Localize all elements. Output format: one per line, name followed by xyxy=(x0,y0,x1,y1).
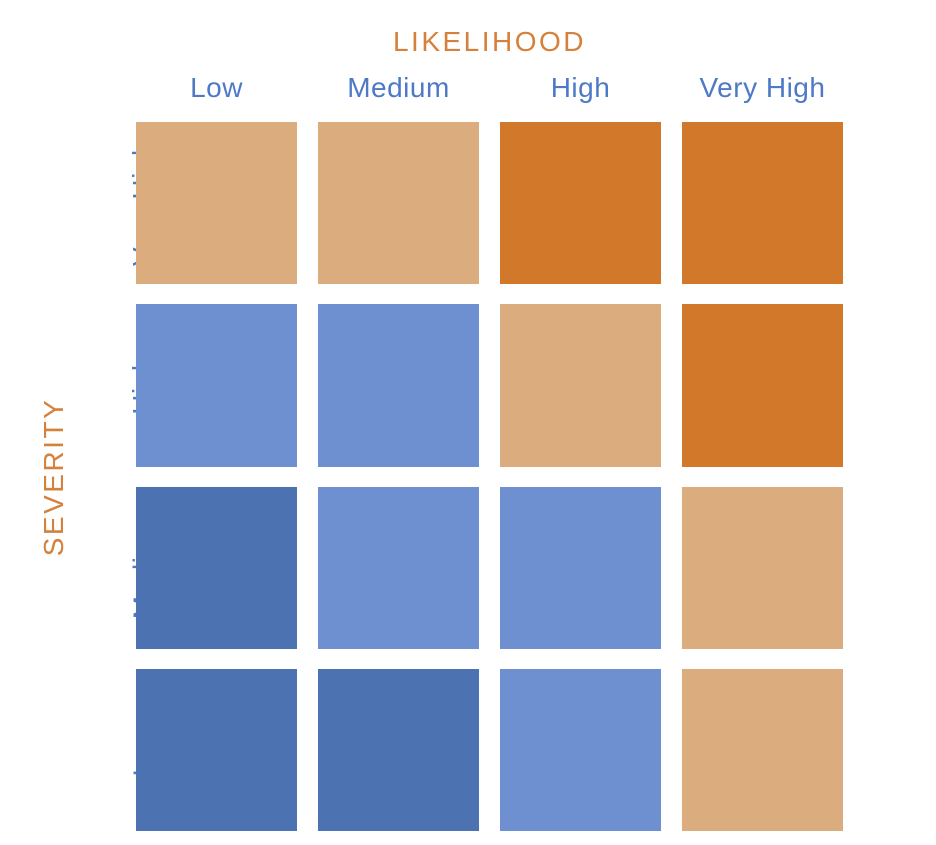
matrix-cell-severity-high-likelihood-low xyxy=(136,304,297,467)
column-headers: Low Medium High Very High xyxy=(136,72,843,104)
matrix-cell-severity-high-likelihood-medium xyxy=(318,304,479,467)
y-axis-title-wrap: SEVERITY xyxy=(28,122,80,831)
matrix-grid xyxy=(136,122,843,831)
matrix-cell-severity-medium-likelihood-medium xyxy=(318,486,479,649)
matrix-cell-severity-medium-likelihood-low xyxy=(136,486,297,649)
column-header-low: Low xyxy=(190,72,243,103)
column-header-very-high: Very High xyxy=(699,72,826,103)
matrix-cell-severity-low-likelihood-low xyxy=(136,668,297,831)
matrix-cell-severity-very-high-likelihood-medium xyxy=(318,122,479,285)
column-header-high: High xyxy=(550,72,611,103)
matrix-cell-severity-very-high-likelihood-very-high xyxy=(682,122,843,285)
matrix-cell-severity-very-high-likelihood-low xyxy=(136,122,297,285)
column-header-medium: Medium xyxy=(347,72,450,103)
matrix-cell-severity-low-likelihood-medium xyxy=(318,668,479,831)
x-axis-title: LIKELIHOOD xyxy=(392,26,587,57)
matrix-cell-severity-medium-likelihood-high xyxy=(500,486,661,649)
y-axis-title: SEVERITY xyxy=(38,397,70,556)
matrix-cell-severity-low-likelihood-high xyxy=(500,668,661,831)
matrix-cell-severity-medium-likelihood-very-high xyxy=(682,486,843,649)
matrix-cell-severity-very-high-likelihood-high xyxy=(500,122,661,285)
matrix-cell-severity-high-likelihood-very-high xyxy=(682,304,843,467)
matrix-cell-severity-low-likelihood-very-high xyxy=(682,668,843,831)
row-labels: Very HighHighMediumLow xyxy=(80,122,158,831)
matrix-cell-severity-high-likelihood-high xyxy=(500,304,661,467)
